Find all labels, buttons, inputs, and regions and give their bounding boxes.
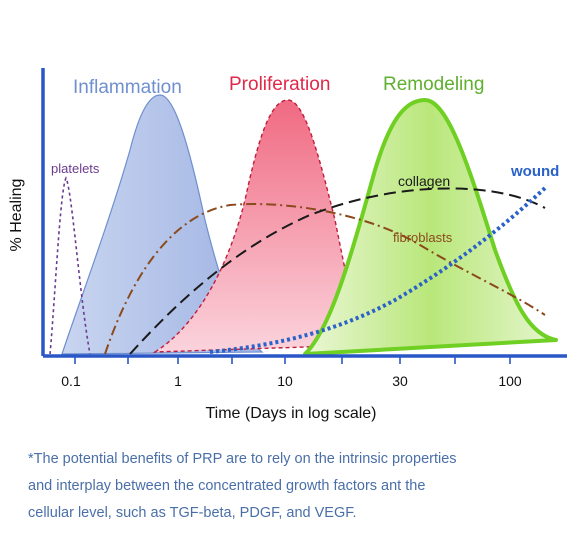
curve-label-platelets: platelets: [51, 161, 100, 176]
curve-label-collagen: collagen: [398, 173, 450, 189]
remodeling-area: [303, 98, 558, 356]
wound-curve: [209, 186, 547, 354]
x-tick-label: 100: [498, 373, 522, 389]
phase-label-inflammation: Inflammation: [73, 77, 182, 98]
y-axis-label: % Healing: [8, 179, 25, 252]
fibroblasts-curve: [104, 203, 546, 355]
footnote-line: cellular level, such as TGF-beta, PDGF, …: [28, 505, 357, 521]
phase-label-proliferation: Proliferation: [229, 74, 330, 95]
x-tick-label: 0.1: [61, 373, 81, 389]
collagen-curve: [129, 187, 546, 355]
phase-label-remodeling: Remodeling: [383, 74, 484, 95]
x-tick-label: 1: [174, 373, 182, 389]
x-tick-label: 30: [392, 373, 408, 389]
x-axis-label: Time (Days in log scale): [205, 405, 376, 422]
curve-label-wound: wound: [510, 163, 559, 180]
healing-phases-diagram: 0.1 1 10 30 100 Time (Days in log scale)…: [8, 68, 567, 422]
footnote: *The potential benefits of PRP are to re…: [28, 446, 558, 527]
curve-label-fibroblasts: fibroblasts: [393, 230, 453, 245]
footnote-line: and interplay between the concentrated g…: [28, 478, 426, 494]
platelets-curve: [49, 176, 91, 355]
footnote-line: *The potential benefits of PRP are to re…: [28, 451, 457, 467]
x-tick-label: 10: [277, 373, 293, 389]
